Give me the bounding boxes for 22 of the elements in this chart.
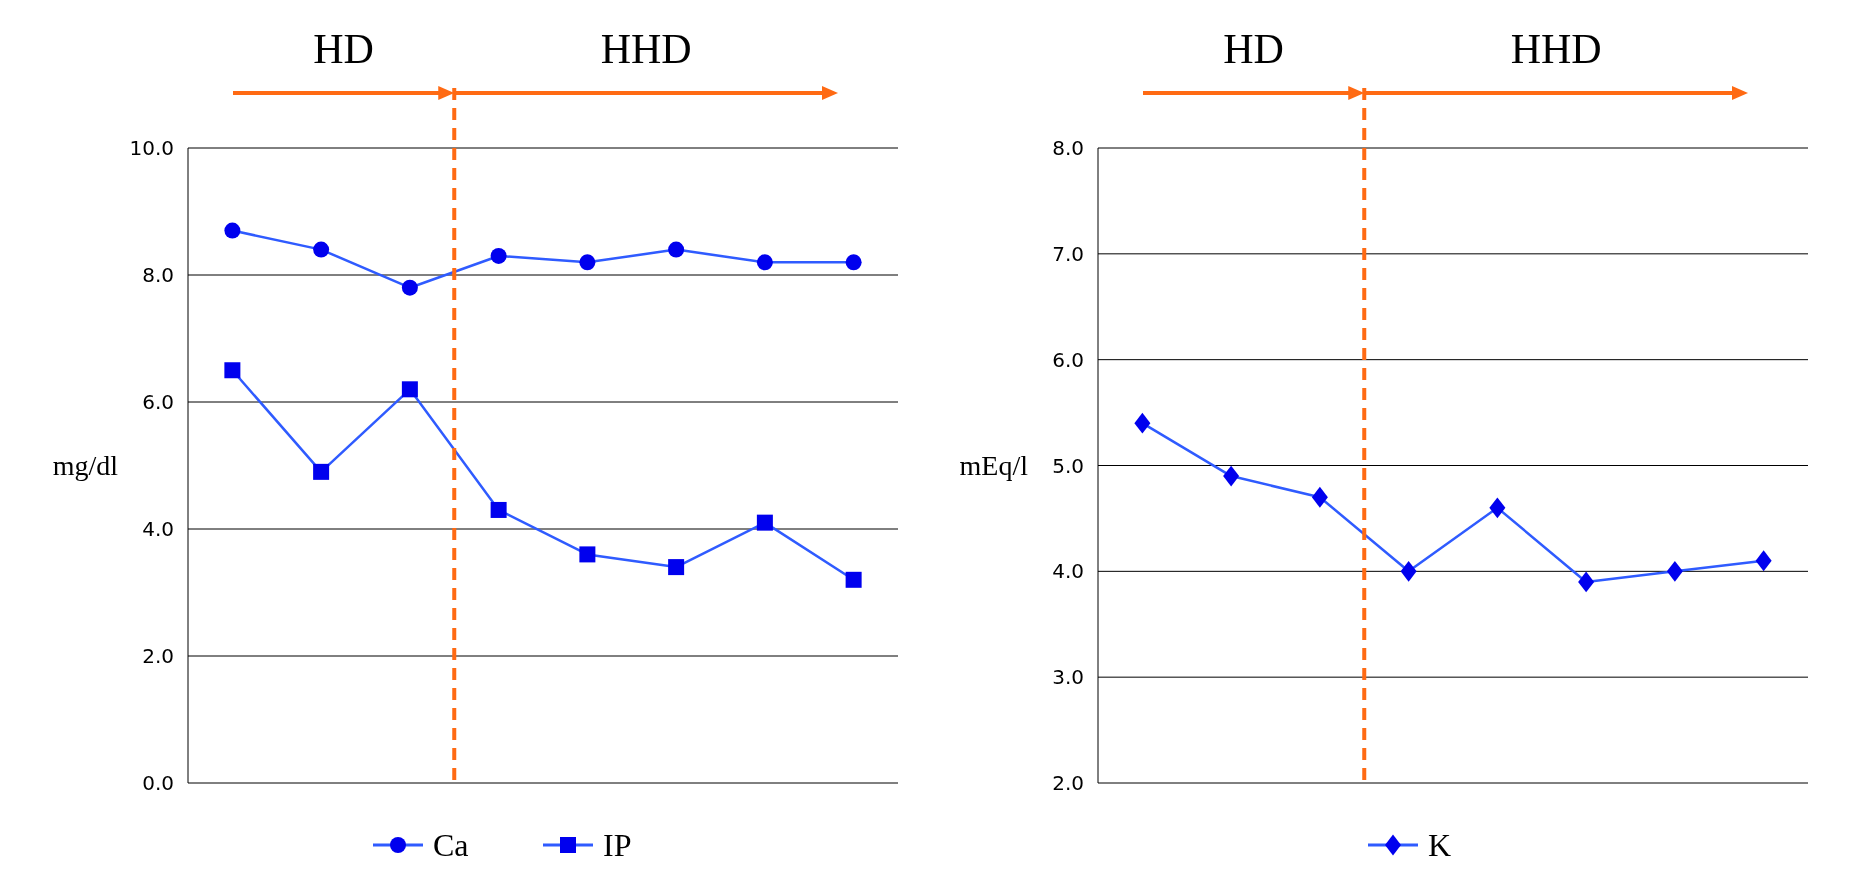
text: HHD	[600, 26, 692, 72]
y-tick-label: 6.0	[142, 390, 174, 414]
text: HD	[1223, 26, 1284, 72]
legend-label: IP	[603, 827, 632, 864]
y-tick-label: 2.0	[142, 644, 174, 668]
y-tick-label: 5.0	[1052, 453, 1084, 478]
y-tick-label: 8.0	[1052, 136, 1084, 160]
text: HHD	[1510, 26, 1602, 72]
text: HD	[313, 26, 374, 72]
y-tick-label: 8.0	[142, 263, 174, 287]
legend-label: K	[1428, 827, 1452, 864]
y-tick-label: 6.0	[1052, 347, 1084, 372]
legend-label: Ca	[433, 827, 469, 864]
y-tick-label: 0.0	[142, 771, 174, 795]
y-tick-label: 4.0	[1052, 559, 1084, 584]
y-tick-label: 2.0	[1052, 771, 1084, 795]
y-tick-label: 7.0	[1052, 241, 1084, 266]
y-tick-label: 3.0	[1052, 665, 1084, 690]
y-axis-title: mEq/l	[959, 450, 1029, 482]
y-tick-label: 10.0	[129, 136, 174, 160]
y-axis-title: mg/dl	[52, 450, 119, 482]
y-tick-label: 4.0	[142, 517, 174, 541]
